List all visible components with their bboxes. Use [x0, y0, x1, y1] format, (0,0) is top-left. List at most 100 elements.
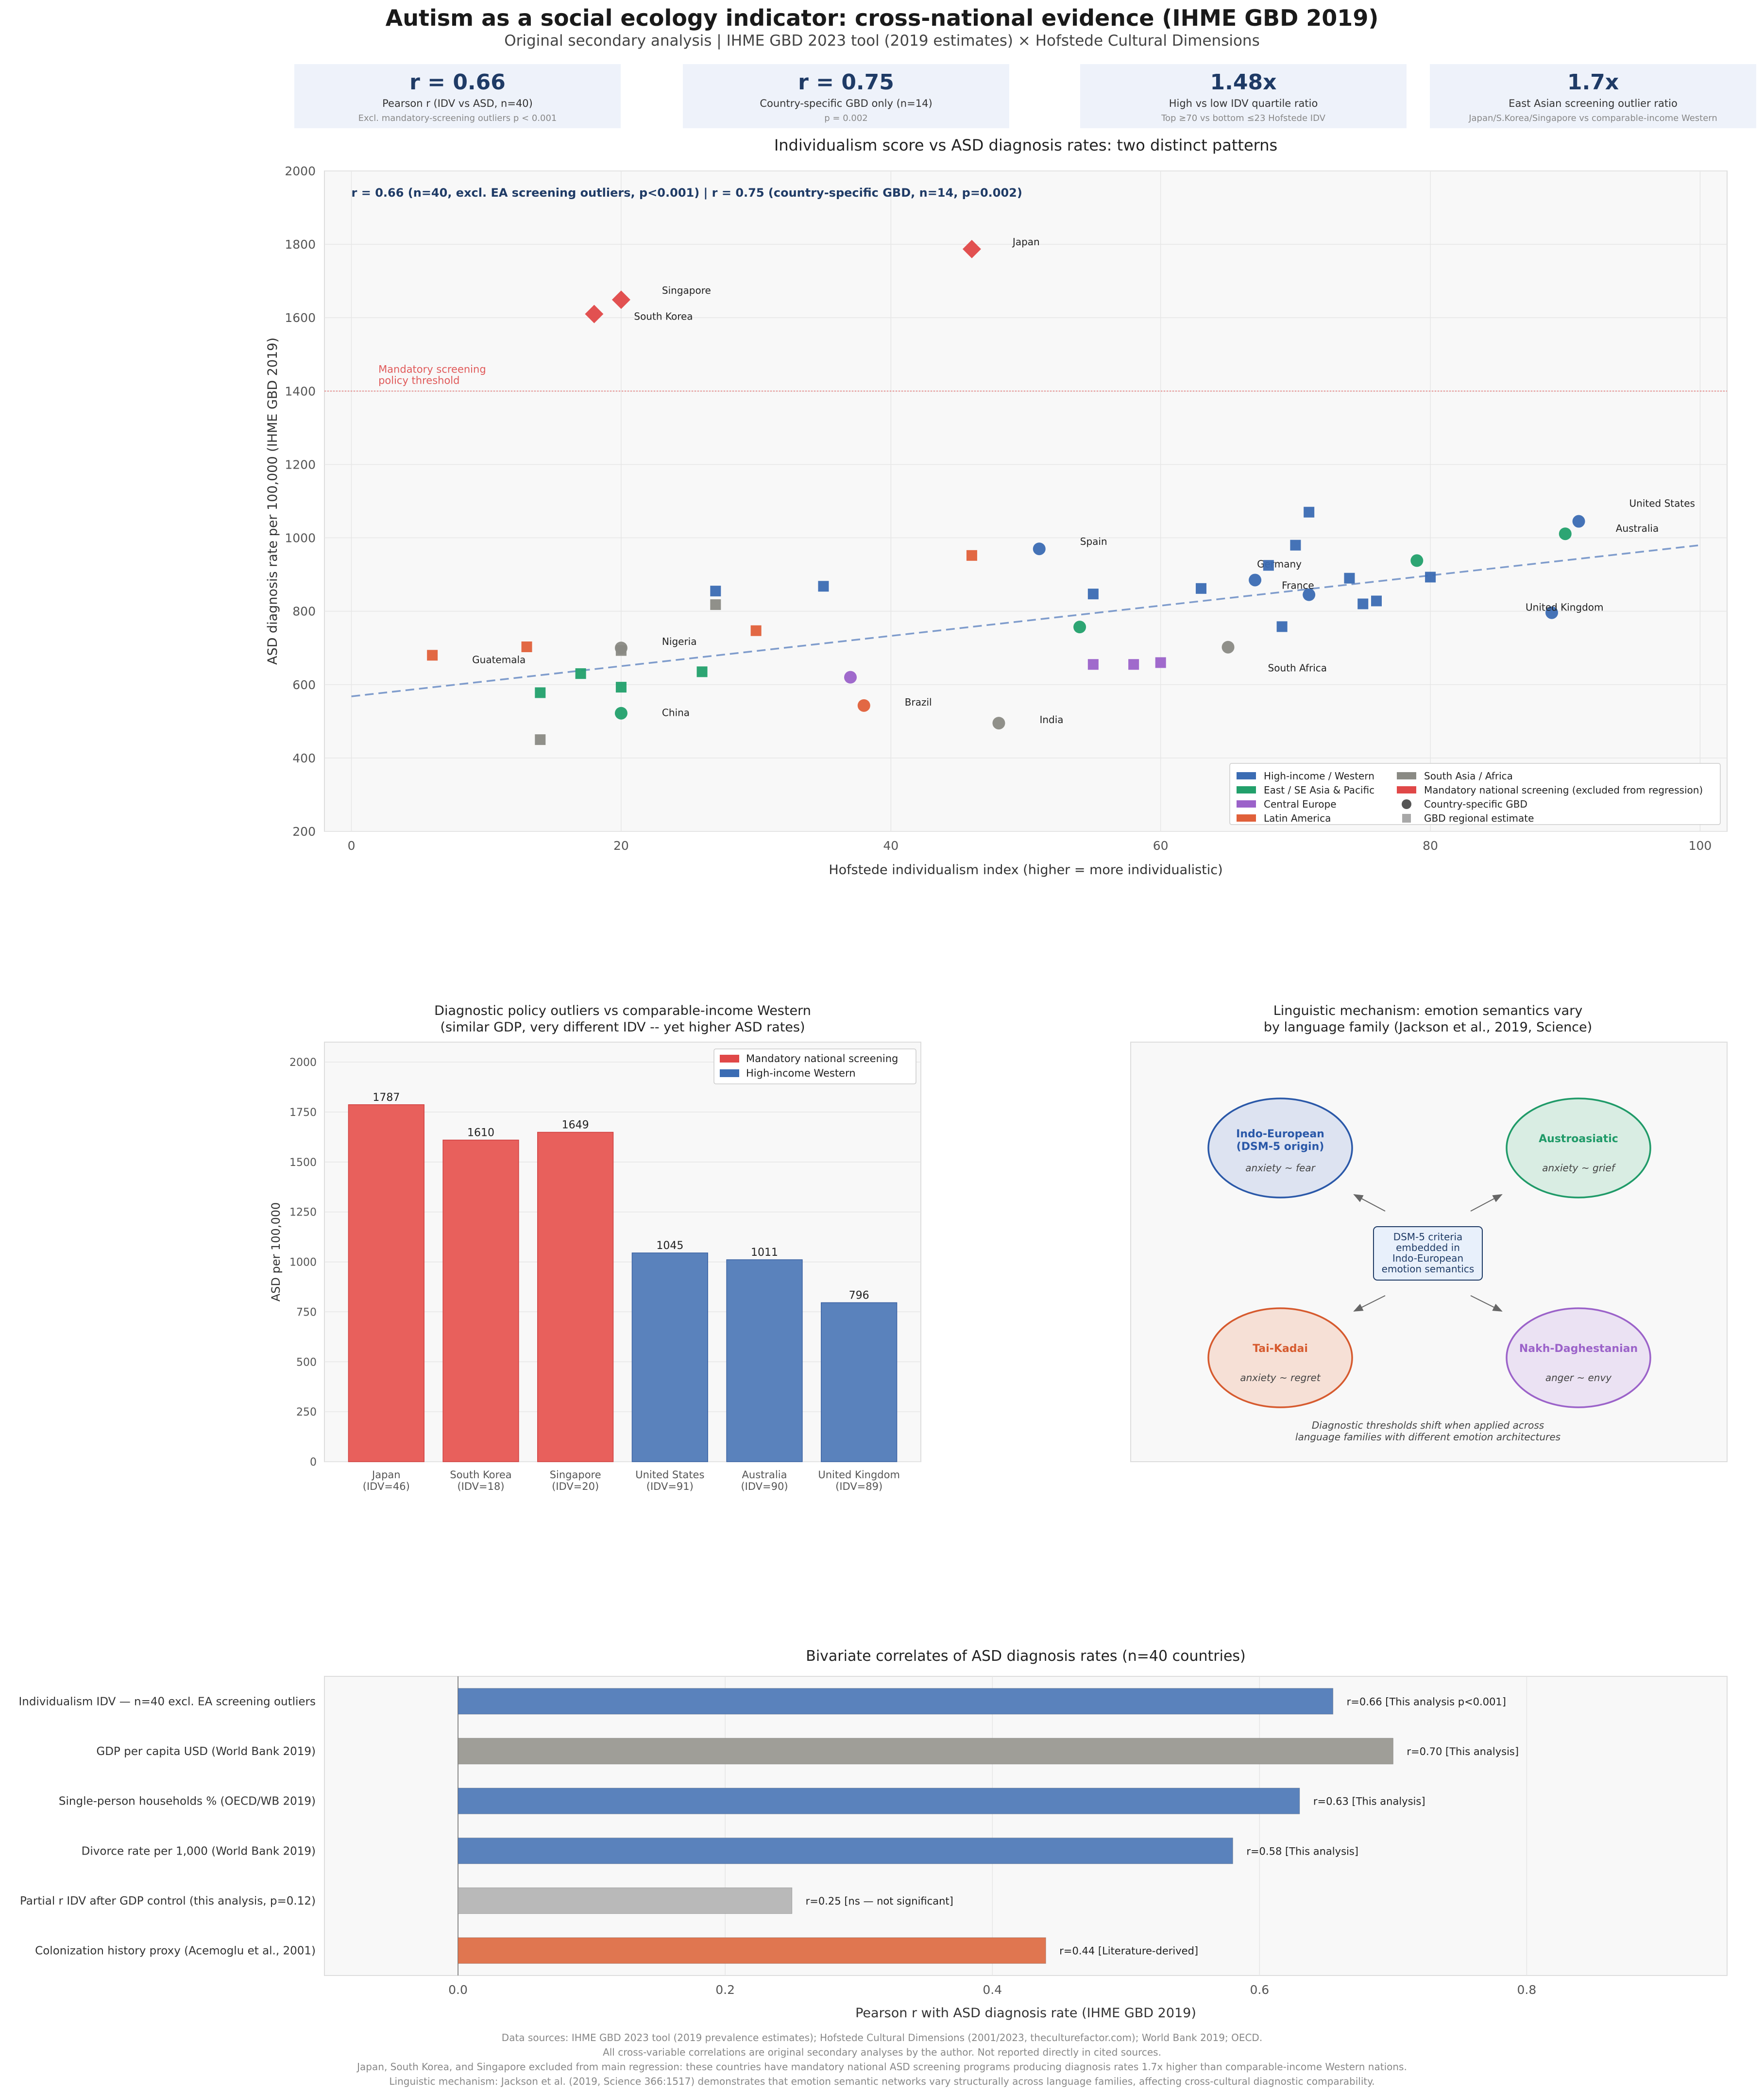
bar-annotation: r=0.58 [This analysis]: [1246, 1845, 1358, 1857]
point-label: Spain: [1080, 536, 1107, 547]
data-point-circle: [1303, 588, 1316, 601]
threshold-label: policy threshold: [378, 374, 459, 386]
chart-title: Individualism score vs ASD diagnosis rat…: [774, 136, 1277, 154]
stat-value: 1.7x: [1567, 70, 1619, 95]
data-point-square: [710, 586, 721, 597]
legend-swatch: [1237, 772, 1256, 779]
bar: [537, 1131, 614, 1462]
bar-category-label: Single-person households % (OECD/WB 2019…: [59, 1795, 316, 1808]
y-tick-label: 750: [296, 1306, 317, 1318]
footer-sources: Data sources: IHME GBD 2023 tool (2019 p…: [501, 2032, 1263, 2043]
point-label: Brazil: [905, 696, 932, 708]
chart-title: Diagnostic policy outliers vs comparable…: [434, 1003, 811, 1018]
point-label: South Korea: [634, 311, 693, 322]
legend-swatch: [720, 1069, 739, 1077]
data-point-square: [1371, 595, 1382, 607]
legend-label: Mandatory national screening (excluded f…: [1424, 784, 1703, 796]
plot-area: [324, 170, 1728, 832]
correlation-bar: [458, 1688, 1334, 1715]
point-label: Guatemala: [472, 654, 526, 665]
bar-category-label: Divorce rate per 1,000 (World Bank 2019): [82, 1845, 316, 1857]
x-tick-label: United Kingdom: [818, 1469, 900, 1481]
x-tick-label: 20: [613, 839, 629, 853]
policy-bar-chart: Diagnostic policy outliers vs comparable…: [269, 1003, 921, 1492]
x-tick-label: 40: [883, 839, 899, 853]
stat-label: Pearson r (IDV vs ASD, n=40): [382, 98, 533, 109]
stat-note: p = 0.002: [824, 113, 868, 123]
bar-annotation: r=0.25 [ns — not significant]: [806, 1895, 953, 1907]
stat-label: East Asian screening outlier ratio: [1509, 98, 1678, 109]
page-title: Autism as a social ecology indicator: cr…: [385, 5, 1379, 31]
bar-category-label: Colonization history proxy (Acemoglu et …: [35, 1945, 316, 1958]
node-title: (DSM-5 origin): [1237, 1141, 1324, 1153]
legend-swatch: [1402, 814, 1411, 823]
legend-label: Central Europe: [1264, 798, 1337, 810]
data-point-circle: [1545, 606, 1558, 619]
point-label: Nigeria: [662, 636, 697, 647]
point-label: Singapore: [662, 285, 711, 296]
language-family-node: [1207, 1307, 1353, 1408]
data-point-square: [1263, 560, 1274, 571]
data-point-square: [696, 666, 708, 677]
data-point-diamond: [611, 290, 630, 309]
x-axis-label: Pearson r with ASD diagnosis rate (IHME …: [855, 2006, 1196, 2021]
language-family-node: [1506, 1307, 1651, 1408]
stat-value: 1.48x: [1210, 70, 1277, 95]
bar-annotation: r=0.66 [This analysis p<0.001]: [1347, 1696, 1506, 1707]
data-point-diamond: [962, 239, 981, 258]
y-tick-label: 2000: [289, 1057, 317, 1069]
data-point-circle: [1572, 515, 1585, 528]
data-point-square: [1155, 657, 1166, 668]
stat-card-country-gbd: r = 0.75 Country-specific GBD only (n=14…: [683, 64, 1009, 128]
data-point-diamond: [585, 304, 604, 323]
arrow: [1470, 1295, 1503, 1312]
legend-label: High-income Western: [746, 1067, 856, 1079]
legend-label: Latin America: [1264, 812, 1331, 824]
bar-value-label: 1610: [467, 1127, 494, 1139]
data-point-square: [427, 650, 438, 661]
legend-label: High-income / Western: [1264, 770, 1374, 782]
legend-label: East / SE Asia & Pacific: [1264, 784, 1374, 796]
correlation-bar: [458, 1738, 1393, 1765]
legend-swatch: [720, 1055, 739, 1063]
language-family-node: [1207, 1097, 1353, 1198]
bar-category-label: Partial r IDV after GDP control (this an…: [20, 1895, 316, 1907]
legend-swatch: [1402, 799, 1411, 809]
x-tick-sublabel: (IDV=20): [552, 1481, 599, 1492]
data-point-square: [521, 641, 532, 652]
stat-value: r = 0.75: [798, 70, 894, 95]
arrow: [1353, 1295, 1386, 1312]
threshold-label: Mandatory screening: [378, 363, 486, 375]
x-tick-label: 100: [1689, 839, 1712, 853]
footer-exclusion: Japan, South Korea, and Singapore exclud…: [357, 2061, 1407, 2073]
data-point-square: [750, 625, 762, 636]
x-tick-label: Australia: [742, 1469, 787, 1481]
legend-swatch: [1397, 786, 1416, 793]
center-text: emotion semantics: [1382, 1263, 1475, 1275]
page-subtitle: Original secondary analysis | IHME GBD 2…: [504, 32, 1260, 50]
correlates-chart: Bivariate correlates of ASD diagnosis ra…: [18, 1648, 1728, 2021]
bar-value-label: 1045: [656, 1240, 683, 1252]
arrow: [1470, 1194, 1503, 1212]
data-point-square: [1304, 506, 1315, 518]
data-point-square: [575, 668, 586, 679]
point-label: France: [1282, 580, 1314, 591]
x-tick-sublabel: (IDV=89): [835, 1481, 882, 1492]
data-point-circle: [1221, 641, 1235, 654]
y-axis-label: ASD diagnosis rate per 100,000 (IHME GBD…: [265, 338, 280, 665]
legend-label: Mandatory national screening: [746, 1053, 898, 1064]
correlation-bar: [458, 1937, 1046, 1964]
x-tick-label: 0.4: [983, 1983, 1002, 1997]
data-point-circle: [1559, 527, 1572, 540]
stat-card-pearson: r = 0.66 Pearson r (IDV vs ASD, n=40) Ex…: [294, 64, 621, 128]
bar: [821, 1302, 898, 1462]
data-point-square: [1196, 583, 1206, 594]
data-point-circle: [1073, 621, 1086, 634]
bar: [348, 1104, 424, 1462]
point-label: United Kingdom: [1526, 602, 1604, 613]
language-family-node: [1506, 1097, 1651, 1198]
center-box: [1373, 1226, 1483, 1281]
data-point-square: [1128, 659, 1139, 670]
legend-swatch: [1237, 814, 1256, 822]
y-tick-label: 1750: [289, 1107, 317, 1119]
